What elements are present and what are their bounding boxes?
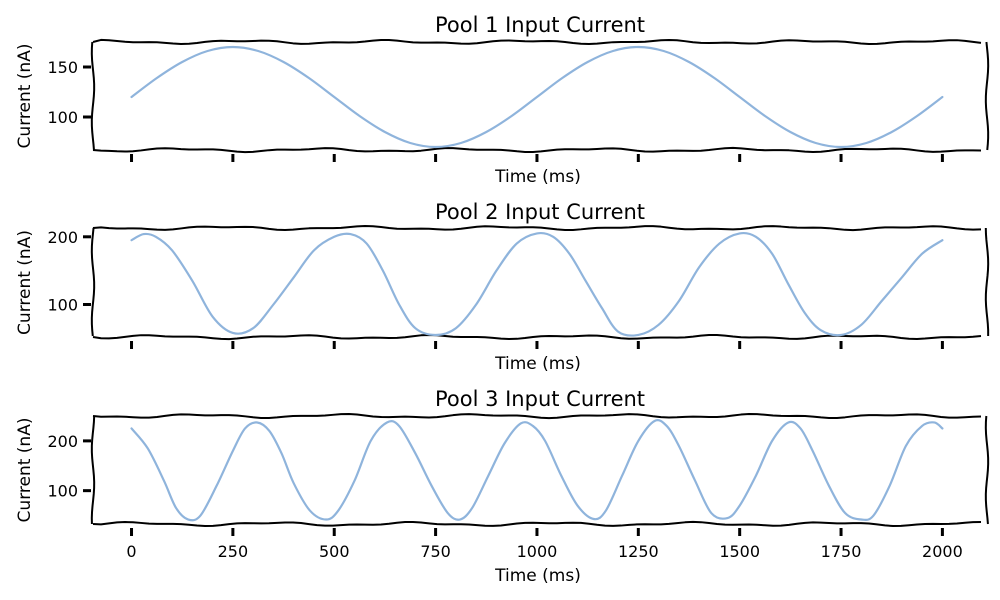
frame-top [92,224,982,232]
frame-top [92,413,982,420]
frame-left [90,415,96,525]
x-tick-label: 1500 [719,542,760,561]
chart-panel-3: Pool 3 Input Current Current (nA) Time (ms… [15,387,990,586]
frame-bottom [92,520,982,528]
chart-title: Pool 3 Input Current [435,387,645,411]
frame-left [90,41,96,151]
y-tick-label: 200 [47,432,78,451]
frame-right [984,227,990,337]
frame-bottom [92,146,982,154]
series-line-1 [130,231,944,337]
x-axis-label: Time (ms) [494,566,581,586]
x-tick-label: 500 [319,542,350,561]
x-tick-label: 250 [218,542,249,561]
chart-title: Pool 2 Input Current [435,200,645,224]
chart-panel-1: Pool 1 Input Current Current (nA) Time (ms… [15,13,990,187]
y-tick-label: 100 [47,296,78,315]
x-tick-label: 1250 [618,542,659,561]
frame-left [90,227,96,337]
y-tick-label: 200 [47,228,78,247]
series-line-1 [130,45,944,149]
frame-top [92,38,982,46]
x-tick-label: 750 [420,542,451,561]
x-axis-label: Time (ms) [494,354,581,374]
series-line-1 [130,419,944,522]
x-axis-label: Time (ms) [494,167,581,187]
frame-bottom [92,333,982,341]
chart-title: Pool 1 Input Current [435,13,645,37]
x-tick-label: 1750 [821,542,862,561]
y-tick-label: 100 [47,108,78,127]
x-tick-label: 0 [126,542,136,561]
chart-panel-2: Pool 2 Input Current Current (nA) Time (ms… [15,200,990,374]
y-tick-label: 100 [47,482,78,501]
frame-right [984,415,990,525]
x-tick-label: 1000 [517,542,558,561]
y-axis-label: Current (nA) [15,44,35,149]
frame-right [984,41,990,151]
x-tick-label: 2000 [922,542,963,561]
y-axis-label: Current (nA) [15,418,35,523]
y-tick-label: 150 [47,58,78,77]
y-axis-label: Current (nA) [15,230,35,335]
